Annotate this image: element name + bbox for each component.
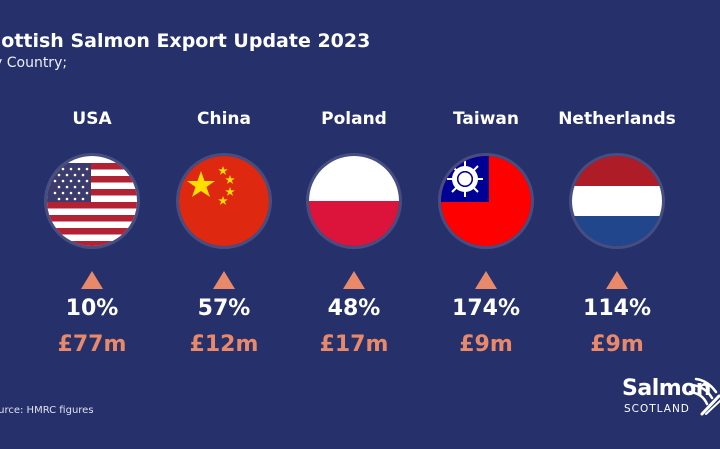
page-title: cottish Salmon Export Update 2023 bbox=[0, 30, 371, 52]
country-name: China bbox=[197, 109, 251, 129]
up-triangle-icon bbox=[475, 271, 497, 289]
export-value: £9m bbox=[590, 332, 644, 357]
up-triangle-icon bbox=[606, 271, 628, 289]
saltire-wave-icon bbox=[688, 377, 720, 416]
change-percent: 57% bbox=[197, 296, 251, 321]
up-triangle-icon bbox=[213, 271, 235, 289]
change-percent: 48% bbox=[327, 296, 381, 321]
country-taiwan: Taiwan 174% £9m bbox=[411, 100, 561, 360]
country-name: USA bbox=[72, 109, 112, 129]
netherlands-flag-icon bbox=[572, 156, 662, 246]
change-percent: 174% bbox=[452, 296, 520, 321]
change-percent: 10% bbox=[65, 296, 119, 321]
export-value: £77m bbox=[57, 332, 127, 357]
change-percent: 114% bbox=[583, 296, 651, 321]
country-name: Poland bbox=[321, 109, 387, 129]
export-value: £9m bbox=[459, 332, 513, 357]
export-value: £12m bbox=[189, 332, 259, 357]
export-value: £17m bbox=[319, 332, 389, 357]
logo-subtitle: SCOTLAND bbox=[624, 403, 690, 415]
poland-flag-icon bbox=[309, 156, 399, 246]
country-name: Netherlands bbox=[558, 109, 676, 129]
country-list: USA bbox=[0, 100, 720, 360]
taiwan-flag-icon bbox=[441, 156, 531, 246]
country-name: Taiwan bbox=[453, 109, 519, 129]
usa-flag-icon bbox=[47, 156, 137, 246]
china-flag-icon bbox=[179, 156, 269, 246]
up-triangle-icon bbox=[343, 271, 365, 289]
country-china: China 57% £12m bbox=[149, 100, 299, 360]
source-note: ource: HMRC figures bbox=[0, 405, 94, 416]
up-triangle-icon bbox=[81, 271, 103, 289]
salmon-scotland-logo: Salmon SCOTLAND bbox=[622, 376, 720, 421]
page-subtitle: y Country; bbox=[0, 55, 68, 71]
country-poland: Poland 48% £17m bbox=[279, 100, 429, 360]
country-netherlands: Netherlands 114% £9m bbox=[542, 100, 692, 360]
country-usa: USA bbox=[17, 100, 167, 360]
